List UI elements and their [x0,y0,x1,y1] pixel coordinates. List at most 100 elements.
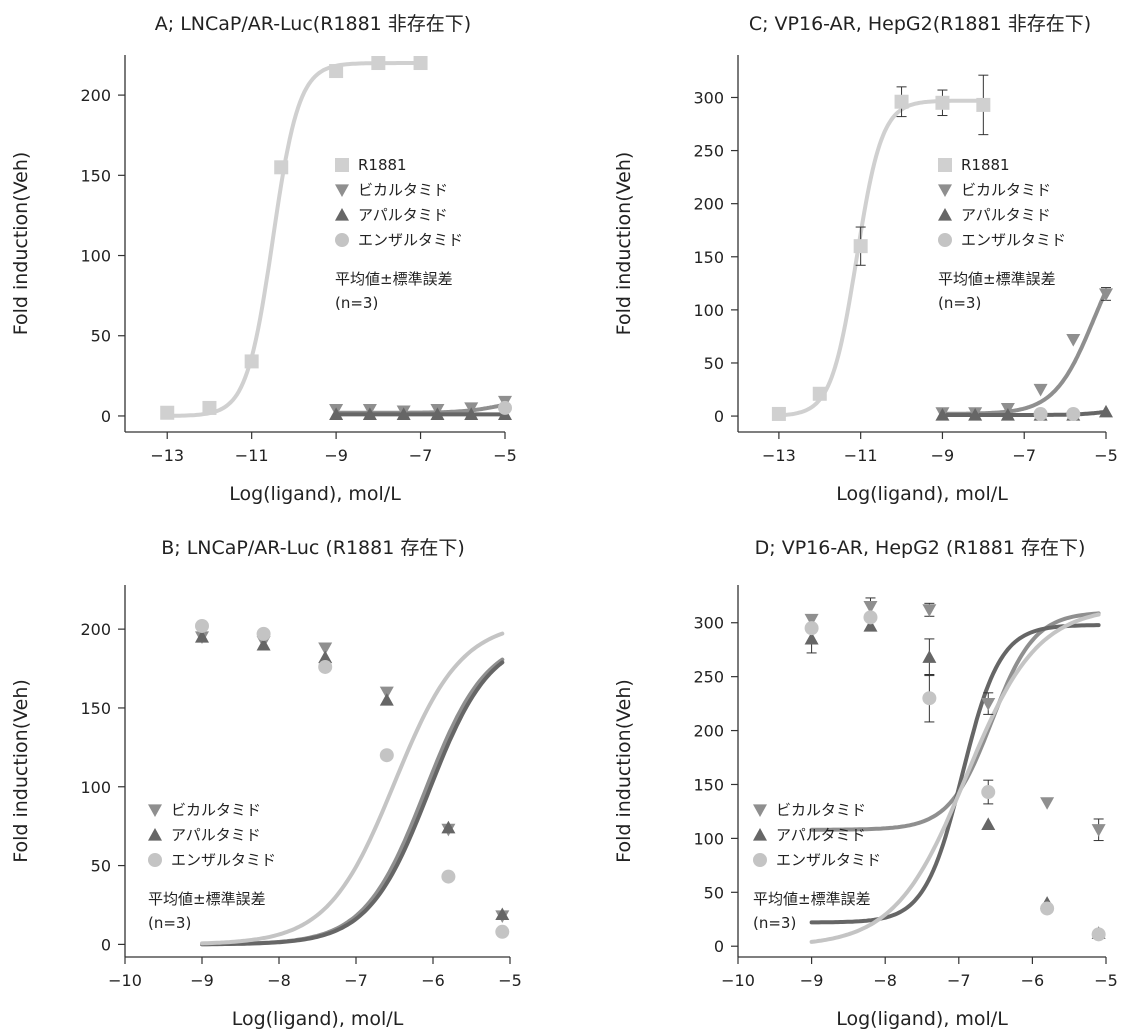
data-point-series-0 [894,94,909,109]
data-point-series-1 [804,631,819,645]
data-point-series-2 [379,748,394,763]
legend-label: ビカルタミド [358,181,448,199]
x-tick-label: −13 [150,446,184,465]
legend-marker [753,804,767,817]
data-point-series-0 [379,686,394,700]
x-tick-label: −13 [762,446,796,465]
legend-label: ビカルタミド [961,181,1051,199]
y-tick-label: 300 [693,88,724,107]
x-tick-label: −9 [800,971,824,990]
legend-marker [148,853,162,867]
legend-label: エンザルタミド [358,231,463,249]
x-tick-label: −6 [421,971,445,990]
chart-title: B; LNCaP/AR-Luc (R1881 存在下) [161,537,465,559]
data-point-series-2 [256,626,271,641]
y-tick-label: 0 [714,937,724,956]
data-point-series-1 [379,693,394,706]
data-point-series-1 [981,817,996,830]
legend-label: エンザルタミド [171,851,276,869]
y-tick-label: 100 [80,247,111,266]
x-tick-label: −9 [324,446,348,465]
x-tick-label: −11 [235,446,269,465]
y-tick-label: 100 [693,301,724,320]
chart-panel-d: D; VP16-AR, HepG2 (R1881 存在下) −10 −9 −8 −7 −6… [613,537,1118,1030]
legend-label: アパルタミド [171,826,261,844]
legend-marker [938,233,952,247]
data-point-series-0 [804,613,819,627]
data-point-series-2 [1000,408,1015,421]
y-tick-label: 50 [704,354,724,373]
series-curve-1 [200,660,505,947]
legend-marker [148,804,162,817]
data-point-series-2 [495,924,510,939]
y-tick-label: 50 [704,883,724,902]
series-curve-2 [809,612,1101,944]
legend-note: 平均値±標準誤差 [148,890,266,908]
legend-label: アパルタミド [358,206,448,224]
data-point-series-0 [935,95,950,110]
x-tick-label: −5 [493,446,517,465]
y-tick-label: 50 [91,327,111,346]
series-curve-1 [334,402,507,415]
legend-marker [148,828,162,841]
data-point-series-0 [1091,824,1106,837]
data-point-series-2 [441,869,456,884]
data-point-series-2 [1099,404,1113,418]
y-tick-label: 300 [693,614,724,633]
legend-label: ビカルタミド [776,801,866,819]
data-point-series-3 [498,400,512,415]
legend-note: 平均値±標準誤差 [335,270,453,288]
x-tick-label: −7 [947,971,971,990]
data-point-series-0 [863,600,878,614]
data-point-series-0 [274,160,289,175]
y-tick-label: 0 [714,407,724,426]
data-point-series-2 [396,407,411,420]
chart-title: C; VP16-AR, HepG2(R1881 非存在下) [749,13,1091,35]
data-point-series-0 [244,354,259,369]
x-tick-label: −9 [931,446,955,465]
x-tick-label: −9 [190,971,214,990]
chart-title: D; VP16-AR, HepG2 (R1881 存在下) [755,537,1086,559]
y-tick-label: 200 [80,86,111,105]
data-point-series-0 [329,64,344,79]
data-point-series-1 [195,630,209,643]
legend-note: (n=3) [335,294,378,312]
data-point-series-1 [1099,288,1113,301]
data-point-series-2 [804,621,819,636]
data-point-series-0 [160,405,175,420]
chart-panel-b: B; LNCaP/AR-Luc (R1881 存在下) −10 −9 −8 −7 −6 −5… [10,537,522,1030]
data-point-series-0 [922,604,937,617]
data-point-series-3 [1033,406,1048,421]
data-point-series-1 [1066,334,1081,347]
data-point-series-0 [981,698,996,711]
legend-label: R1881 [358,156,407,174]
x-tick-label: −5 [1094,446,1118,465]
legend-label: エンザルタミド [961,231,1066,249]
data-point-series-0 [318,642,333,656]
data-point-series-2 [464,407,479,420]
x-axis-label: Log(ligand), mol/L [836,1008,1008,1030]
legend-marker [335,158,349,172]
legend-label: R1881 [961,156,1010,174]
x-tick-label: −5 [498,971,522,990]
y-tick-label: 150 [80,166,111,185]
y-axis-label: Fold induction(Veh) [613,152,635,336]
data-point-series-3 [1066,406,1081,421]
x-tick-label: −7 [409,446,433,465]
x-tick-label: −7 [344,971,368,990]
x-tick-label: −11 [844,446,878,465]
data-point-series-2 [362,407,377,420]
legend-note: 平均値±標準誤差 [938,270,1056,288]
y-axis-label: Fold induction(Veh) [10,152,32,336]
data-point-series-0 [1040,797,1055,810]
y-tick-label: 0 [101,935,111,954]
series-curve-1 [809,623,1101,925]
data-point-series-1 [495,907,510,921]
x-axis-label: Log(ligand), mol/L [836,483,1008,505]
data-point-series-2 [1091,927,1106,942]
legend-marker [938,208,952,221]
data-point-series-2 [968,408,983,421]
